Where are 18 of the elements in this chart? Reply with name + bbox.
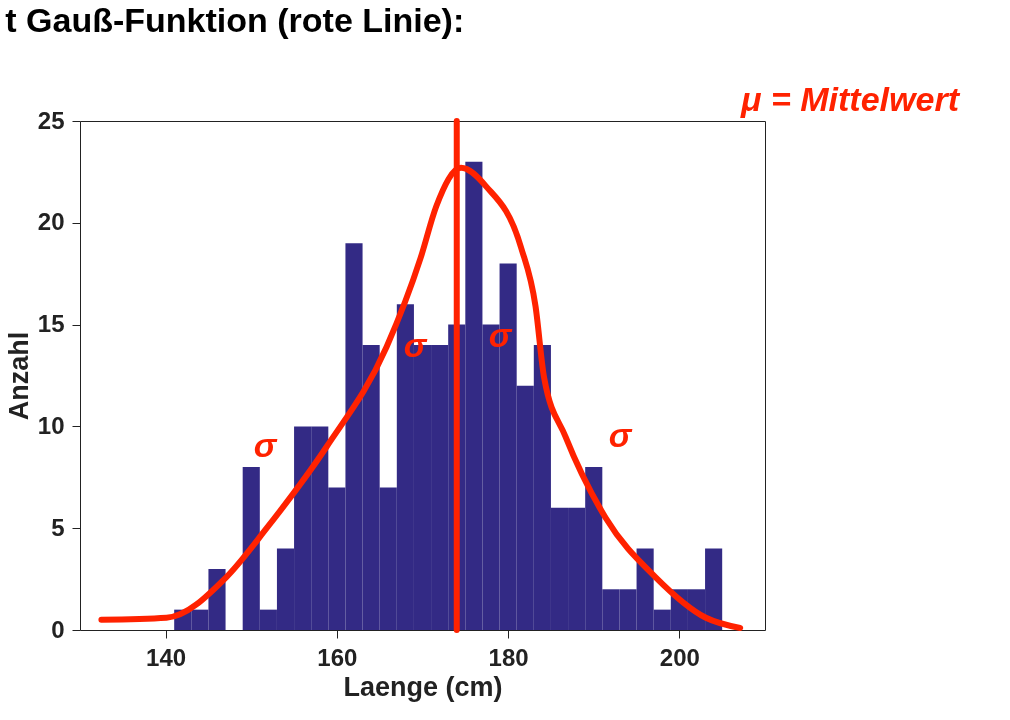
annotation: σ (608, 416, 633, 454)
annotation: σ (403, 326, 428, 364)
y-tick-label: 5 (51, 513, 65, 541)
x-tick-label: 140 (146, 643, 187, 671)
text: μ = Mittelwert (740, 80, 961, 118)
y-tick-label: 25 (37, 106, 65, 134)
chart-title: t Gauß-Funktion (rote Linie): (5, 1, 465, 39)
y-axis-title: Anzahl (3, 331, 34, 421)
x-tick-label: 160 (317, 643, 358, 671)
y-tick-label: 20 (37, 208, 65, 236)
annotation: σ (488, 316, 513, 354)
x-tick-label: 180 (488, 643, 529, 671)
x-tick-label: 200 (659, 643, 700, 671)
y-tick-label: 0 (51, 615, 65, 643)
annotation: σ (253, 426, 278, 464)
y-tick-label: 15 (37, 310, 65, 338)
y-tick-label: 10 (37, 411, 65, 439)
x-axis-title: Laenge (cm) (343, 671, 503, 702)
